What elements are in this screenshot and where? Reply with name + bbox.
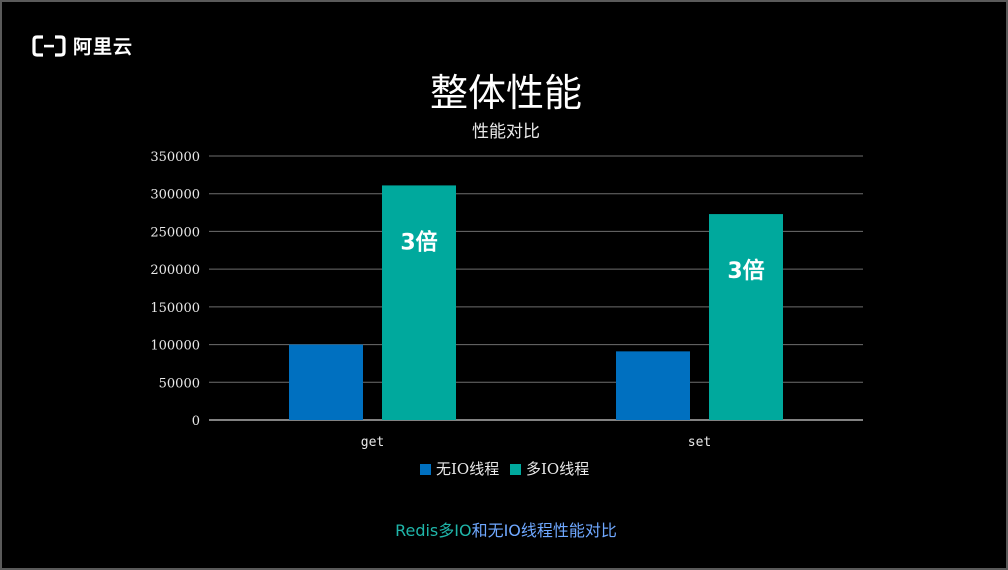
legend-label-multi-io-thread: 多IO线程 (526, 460, 589, 478)
aliyun-logo-icon (32, 34, 66, 57)
aliyun-logo: 阿里云 (32, 32, 133, 59)
y-tick-label: 50000 (159, 376, 200, 391)
y-tick-label: 0 (192, 414, 200, 429)
bar-annotation-set: 3倍 (727, 258, 764, 284)
y-tick-label: 150000 (150, 301, 200, 316)
legend-label-no-io-thread: 无IO线程 (436, 460, 499, 478)
x-tick-label: get (361, 435, 384, 450)
bar-get-multi-io-thread (382, 185, 456, 420)
bar-set-no-io-thread (616, 351, 690, 420)
logo-text: 阿里云 (73, 36, 134, 58)
bar-set-multi-io-thread (709, 214, 783, 420)
bar-annotation-get: 3倍 (400, 229, 437, 255)
x-axis-ticks: get set (361, 435, 711, 450)
bar-get-no-io-thread (289, 344, 363, 420)
bar-chart: 性能对比 0 50000 100000 150000 200000 250000 30000… (150, 122, 863, 478)
caption-part-a: Redis多IO (395, 521, 472, 540)
x-tick-label: set (688, 435, 711, 450)
bars (289, 185, 783, 420)
legend-swatch-multi-io-thread (510, 464, 521, 475)
caption-part-b: 和无IO线程性能对比 (471, 521, 617, 540)
y-tick-label: 350000 (150, 150, 200, 165)
chart-title: 性能对比 (472, 122, 540, 142)
slide-caption: Redis多IO和无IO线程性能对比 (2, 517, 1008, 541)
y-tick-label: 250000 (150, 225, 200, 240)
slide-title: 整体性能 (429, 71, 582, 115)
legend: 无IO线程 多IO线程 (420, 460, 589, 478)
y-tick-label: 300000 (150, 188, 200, 203)
y-axis-ticks: 0 50000 100000 150000 200000 250000 300000 3500… (150, 150, 200, 429)
annotations: 3倍 3倍 (400, 229, 764, 284)
legend-swatch-no-io-thread (420, 464, 431, 475)
y-tick-label: 100000 (150, 339, 200, 354)
y-tick-label: 200000 (150, 263, 200, 278)
